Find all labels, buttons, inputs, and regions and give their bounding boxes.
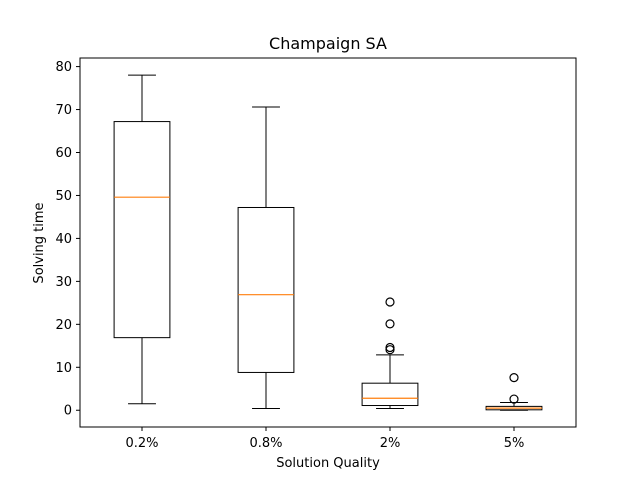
chart-title: Champaign SA (269, 34, 387, 53)
y-tick-label: 50 (55, 189, 72, 204)
boxes (113, 74, 543, 411)
y-tick-label: 70 (55, 103, 72, 118)
x-tick-label: 0.2% (125, 436, 158, 451)
y-tick-label: 60 (55, 146, 72, 161)
outlier-point (509, 394, 519, 404)
box-group (485, 372, 543, 411)
plot-frame (79, 57, 577, 428)
box-group (361, 297, 419, 410)
iqr-box (237, 206, 295, 373)
y-tick-label: 40 (55, 232, 72, 247)
iqr-box (361, 382, 419, 407)
y-tick-label: 10 (55, 361, 72, 376)
x-tick-label: 5% (504, 436, 525, 451)
x-axis: 0.2% 0.8% 2% 5% (125, 427, 524, 451)
y-tick-label: 20 (55, 318, 72, 333)
iqr-box (113, 121, 171, 339)
y-axis: 0 10 20 30 40 50 60 70 80 (55, 60, 80, 419)
y-tick-label: 30 (55, 275, 72, 290)
x-axis-label: Solution Quality (276, 456, 380, 471)
x-tick-label: 0.8% (249, 436, 282, 451)
outlier-point (385, 319, 395, 329)
outlier-point (509, 372, 519, 383)
y-tick-label: 0 (64, 404, 72, 419)
box-group (237, 106, 295, 410)
y-axis-label: Solving time (32, 202, 47, 283)
y-tick-label: 80 (55, 60, 72, 75)
box-group (113, 74, 171, 405)
outlier-point (385, 342, 395, 353)
x-tick-label: 2% (380, 436, 401, 451)
outlier-point (385, 297, 395, 307)
